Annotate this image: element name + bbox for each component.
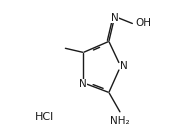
- Text: N: N: [110, 13, 118, 23]
- Text: HCl: HCl: [35, 112, 54, 122]
- Text: NH₂: NH₂: [110, 116, 130, 126]
- Text: N: N: [120, 61, 128, 71]
- Text: OH: OH: [136, 18, 152, 28]
- Text: N: N: [79, 79, 86, 89]
